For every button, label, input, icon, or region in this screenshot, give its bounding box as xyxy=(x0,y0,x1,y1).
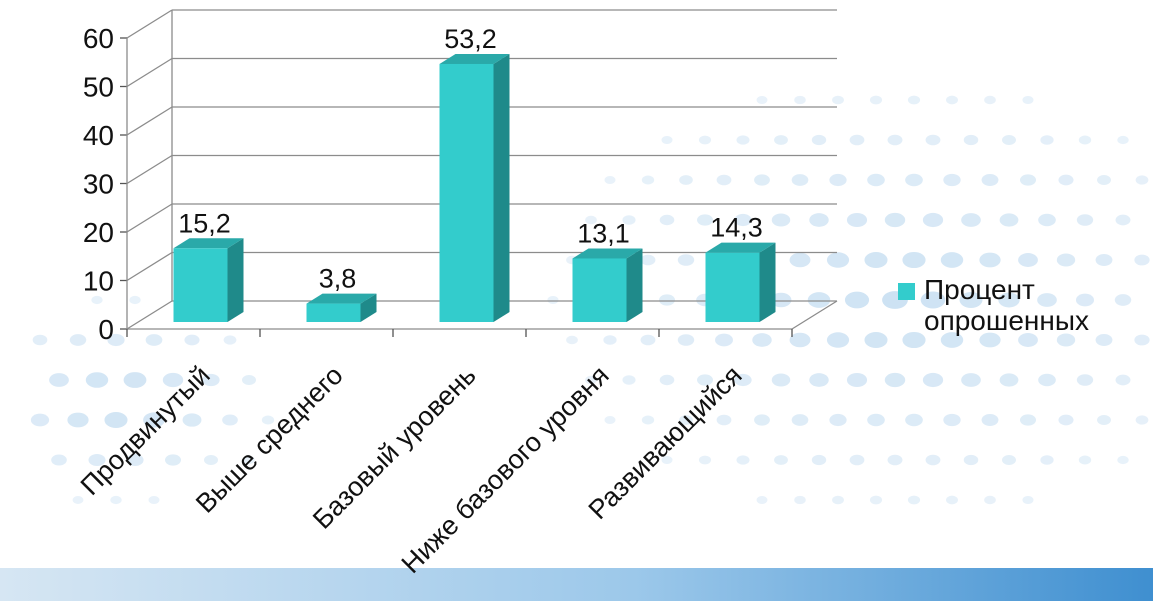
axes xyxy=(120,10,838,337)
y-tick-label: 50 xyxy=(83,72,114,103)
gridline-depth xyxy=(126,57,173,88)
bar xyxy=(173,238,244,322)
data-label: 3,8 xyxy=(319,264,357,294)
legend-swatch xyxy=(898,283,915,300)
bar-front xyxy=(439,63,494,322)
bar xyxy=(705,242,776,322)
legend-label: Процент опрошенных xyxy=(924,274,1089,336)
gridline-depth xyxy=(126,300,173,330)
legend: Процент опрошенных xyxy=(898,274,1153,336)
y-axis-ticks: 0 10 20 30 40 50 60 xyxy=(83,23,114,345)
y-tick-label: 10 xyxy=(83,266,114,297)
gridline-depth xyxy=(126,154,173,185)
y-tick-label: 20 xyxy=(83,217,114,248)
gridline-depth xyxy=(126,106,173,136)
bar-front xyxy=(173,248,228,322)
gridline-depth xyxy=(126,251,173,282)
gridline-depth xyxy=(126,9,173,39)
bar-side xyxy=(227,238,244,322)
bars xyxy=(173,53,776,322)
bar-top xyxy=(173,238,244,249)
bar xyxy=(439,53,510,322)
bar-side xyxy=(626,248,643,322)
y-tick-label: 40 xyxy=(83,120,114,151)
data-label: 53,2 xyxy=(444,24,497,54)
bar-side xyxy=(493,53,510,322)
bar-front xyxy=(572,258,627,322)
gridline-depth xyxy=(126,203,173,233)
data-label: 13,1 xyxy=(577,218,630,248)
bar-top xyxy=(439,53,510,64)
bar-front xyxy=(705,252,760,322)
y-tick-label: 60 xyxy=(83,23,114,54)
y-tick-label: 30 xyxy=(83,169,114,200)
bar xyxy=(306,293,377,322)
floor-right-edge xyxy=(791,300,838,330)
y-tick-label: 0 xyxy=(98,314,114,345)
category-label: Продвинутый xyxy=(75,360,216,501)
bar-side xyxy=(759,242,776,322)
bar-top xyxy=(572,248,643,259)
bar-top xyxy=(306,293,377,304)
data-label: 15,2 xyxy=(178,208,231,238)
data-labels: 15,2 3,8 53,2 13,1 14,3 xyxy=(178,24,763,294)
bar-side xyxy=(360,293,377,322)
bar-top xyxy=(705,242,776,253)
data-label: 14,3 xyxy=(710,213,763,243)
bar xyxy=(572,248,643,322)
bar-front xyxy=(306,303,361,322)
